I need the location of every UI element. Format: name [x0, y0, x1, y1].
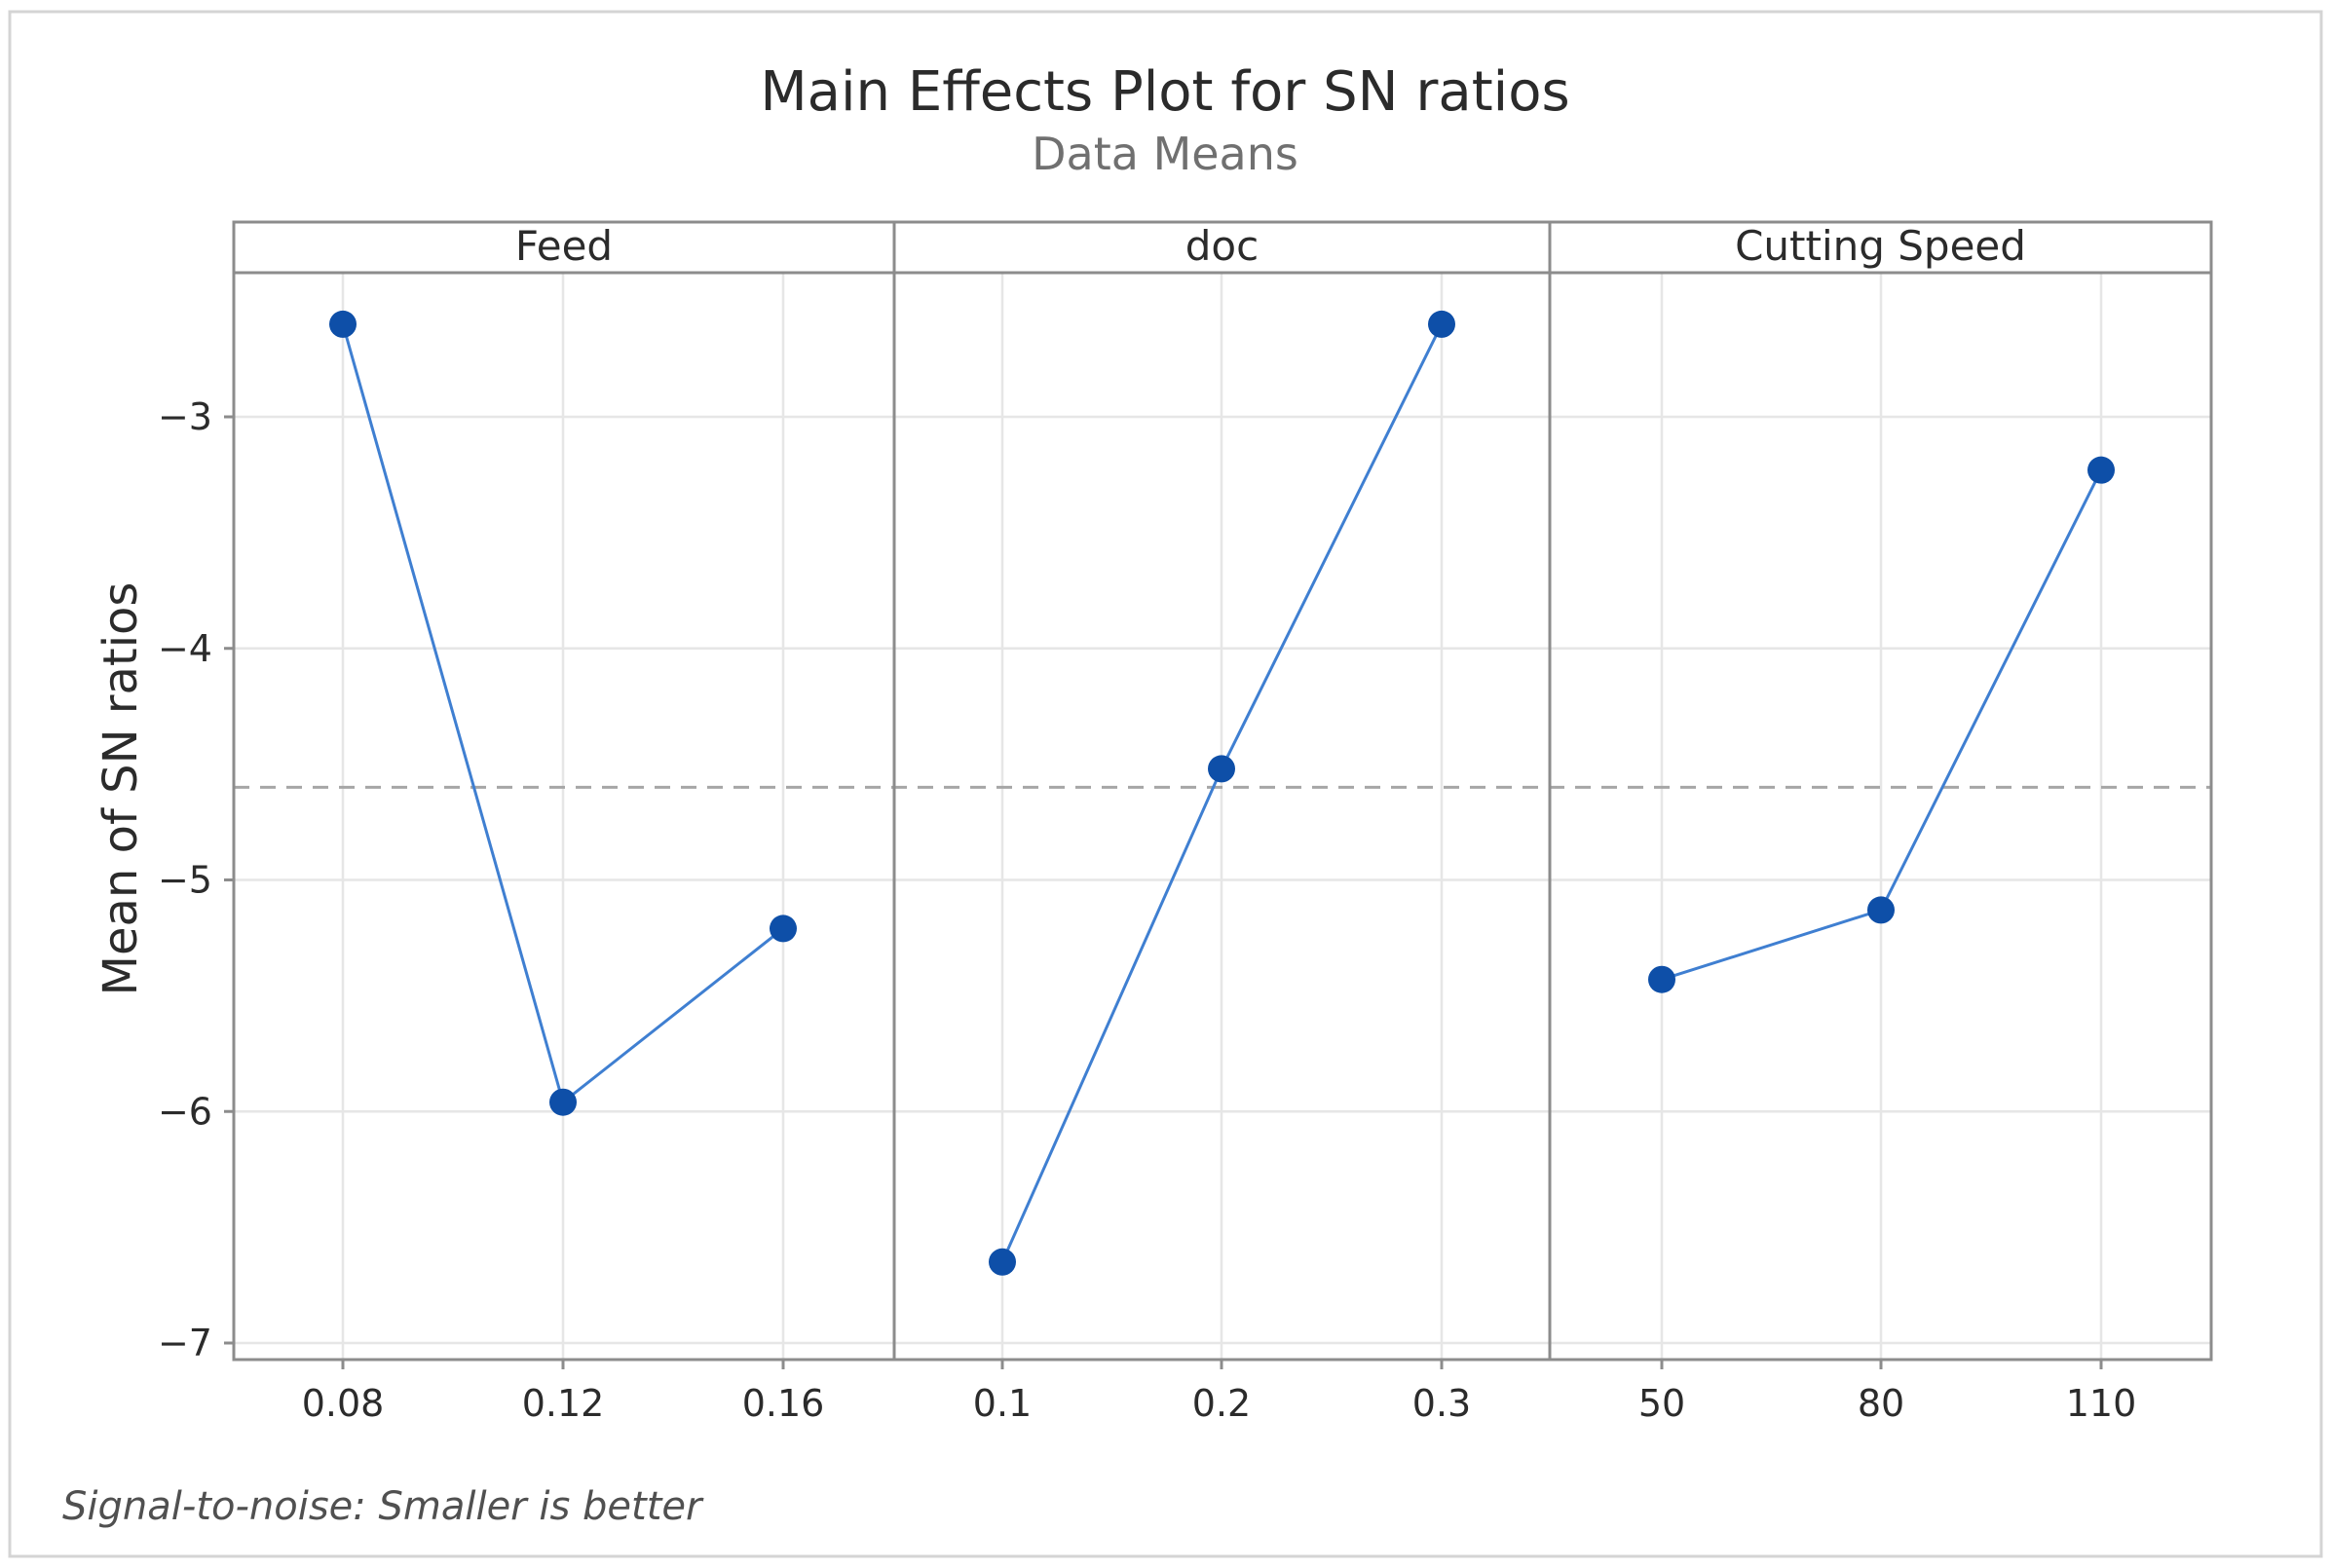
x-tick-label: 0.3 [1412, 1382, 1471, 1425]
y-tick-label: −7 [158, 1322, 212, 1364]
x-tick-label: 0.08 [302, 1382, 385, 1425]
data-point [2087, 456, 2115, 484]
chart-frame [8, 10, 2323, 1558]
x-tick-label: 0.1 [973, 1382, 1032, 1425]
x-tick-label: 50 [1638, 1382, 1685, 1425]
x-tick-label: 0.12 [522, 1382, 605, 1425]
data-point [1208, 755, 1235, 783]
data-point [770, 915, 797, 943]
y-tick-label: −5 [158, 859, 212, 902]
data-point [1428, 310, 1455, 338]
y-tick-label: −3 [158, 395, 212, 438]
panel-frames [224, 220, 2213, 1369]
gridlines [234, 273, 2211, 1360]
y-axis-label: Mean of SN ratios [94, 582, 148, 996]
data-point [989, 1248, 1016, 1276]
x-tick-label: 80 [1858, 1382, 1904, 1425]
x-tick-label: 0.2 [1192, 1382, 1251, 1425]
panel-strips: Feed doc Cutting Speed [515, 222, 2026, 270]
y-tick-label: −4 [158, 627, 212, 670]
chart-subtitle: Data Means [1032, 128, 1298, 180]
chart-title: Main Effects Plot for SN ratios [760, 60, 1569, 124]
data-point [329, 310, 357, 338]
panel-label-0: Feed [515, 222, 613, 270]
x-tick-label: 110 [2066, 1382, 2137, 1425]
y-tick-label: −6 [158, 1090, 212, 1133]
panel-label-2: Cutting Speed [1735, 222, 2026, 270]
data-point [1648, 965, 1675, 993]
footnote: Signal-to-noise: Smaller is better [62, 1484, 704, 1529]
tick-labels: −3 −4 −5 −6 −7 0.08 0.12 0.16 0.1 0.2 0.3 50 80 110 [158, 395, 2136, 1425]
series-layer [329, 310, 2115, 1276]
x-tick-label: 0.16 [742, 1382, 825, 1425]
data-point [549, 1088, 577, 1116]
panel-label-1: doc [1185, 222, 1259, 270]
data-point [1867, 896, 1895, 924]
